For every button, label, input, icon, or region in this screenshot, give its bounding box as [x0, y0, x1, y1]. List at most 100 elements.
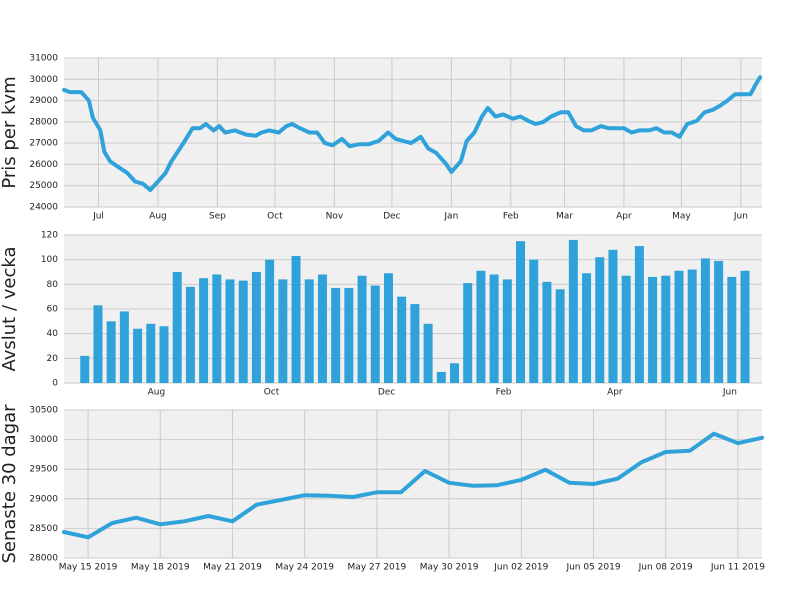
y-tick-label: 30500	[29, 406, 58, 416]
bar	[436, 371, 446, 383]
y-tick-label: 28500	[29, 524, 58, 534]
bar	[661, 275, 671, 383]
y-tick-label: 31000	[29, 54, 58, 64]
y-tick-label: 80	[47, 280, 59, 290]
bar	[383, 273, 393, 383]
y-tick-label: 20	[47, 354, 59, 364]
bar	[344, 288, 354, 383]
y-axis-label: Senaste 30 dagar	[0, 404, 20, 564]
bar	[489, 274, 499, 383]
x-tick-label: Aug	[149, 212, 167, 222]
line	[62, 75, 763, 192]
bar	[212, 274, 222, 383]
bar	[80, 355, 90, 383]
bar	[516, 241, 526, 383]
x-tick-label: Dec	[378, 388, 395, 398]
bar	[463, 283, 473, 383]
x-tick-label: May 21 2019	[203, 563, 262, 573]
x-tick-label: Mar	[556, 212, 573, 222]
y-tick-label: 0	[52, 379, 58, 389]
x-tick-label: Apr	[616, 212, 632, 222]
x-tick-label: Jul	[92, 212, 104, 222]
bar	[450, 363, 460, 383]
bar	[225, 279, 235, 383]
x-tick-label: May 15 2019	[59, 563, 118, 573]
x-tick-label: Jun	[733, 212, 748, 222]
y-tick-label: 30000	[29, 435, 58, 445]
y-tick-label: 29000	[29, 96, 58, 106]
bar	[265, 259, 275, 383]
y-tick-label: 28000	[29, 554, 58, 564]
bar	[397, 296, 407, 383]
y-tick-label: 29000	[29, 494, 58, 504]
bar	[502, 279, 512, 383]
bar	[251, 272, 261, 383]
plot-background	[64, 58, 762, 207]
bar	[304, 279, 314, 383]
bar	[621, 275, 631, 383]
bar	[608, 249, 618, 383]
y-axis-label: Pris per kvm	[0, 76, 20, 188]
bar	[555, 289, 565, 383]
bar	[529, 259, 539, 383]
bar	[238, 280, 248, 383]
bar	[199, 278, 209, 383]
x-tick-label: Jun 02 2019	[493, 563, 548, 573]
bar	[648, 276, 658, 383]
bar	[595, 257, 605, 383]
x-tick-label: May 24 2019	[275, 563, 334, 573]
y-tick-label: 25000	[29, 181, 58, 191]
y-tick-label: 100	[41, 255, 58, 265]
x-tick-label: Nov	[326, 212, 344, 222]
bar	[172, 272, 182, 383]
bar	[146, 323, 156, 383]
bar	[370, 285, 380, 383]
y-tick-label: 27000	[29, 139, 58, 149]
bar	[687, 269, 697, 383]
bar	[106, 321, 116, 383]
x-tick-label: Aug	[148, 388, 166, 398]
y-tick-label: 29500	[29, 465, 58, 475]
bar	[740, 270, 750, 383]
bar	[93, 305, 103, 383]
y-tick-label: 120	[41, 231, 58, 241]
x-tick-label: Oct	[264, 388, 280, 398]
x-tick-label: May 27 2019	[348, 563, 407, 573]
x-tick-label: Oct	[267, 212, 283, 222]
x-tick-label: Jun 08 2019	[638, 563, 693, 573]
bar	[410, 304, 420, 383]
bar	[185, 286, 195, 383]
bar	[674, 270, 684, 383]
bar	[119, 311, 129, 383]
x-tick-label: Dec	[383, 212, 400, 222]
bar	[582, 273, 592, 383]
line	[62, 431, 764, 540]
bar	[634, 246, 644, 383]
bar	[278, 279, 288, 383]
y-tick-label: 26000	[29, 160, 58, 170]
bar	[291, 255, 301, 383]
bar	[159, 326, 169, 383]
y-axis-label: Avslut / vecka	[0, 246, 20, 371]
x-tick-label: May 18 2019	[131, 563, 190, 573]
x-tick-label: Jun 05 2019	[565, 563, 620, 573]
y-tick-label: 30000	[29, 75, 58, 85]
bar	[317, 274, 327, 383]
bar	[727, 276, 737, 383]
x-tick-label: Jun	[722, 388, 737, 398]
bar	[714, 260, 724, 383]
bar	[568, 239, 578, 383]
x-tick-label: Feb	[503, 212, 519, 222]
bar	[331, 288, 341, 383]
x-tick-label: Feb	[496, 388, 512, 398]
y-tick-label: 28000	[29, 117, 58, 127]
y-tick-label: 24000	[29, 203, 58, 213]
x-tick-label: Sep	[209, 212, 226, 222]
x-tick-label: Jun 11 2019	[710, 563, 765, 573]
bar	[133, 328, 143, 383]
x-tick-label: May 30 2019	[420, 563, 479, 573]
bar	[357, 275, 367, 383]
x-tick-label: Jan	[443, 212, 458, 222]
x-tick-label: Apr	[607, 388, 623, 398]
